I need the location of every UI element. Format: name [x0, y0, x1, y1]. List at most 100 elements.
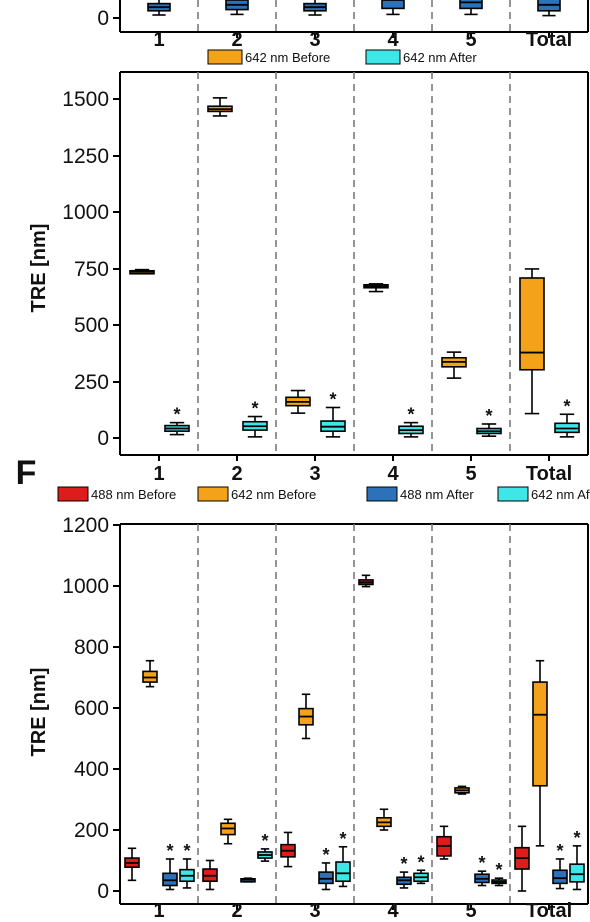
y-tick-label: 800	[74, 636, 109, 659]
box-iqr	[519, 277, 545, 371]
y-tick-label: 1200	[62, 514, 109, 537]
y-tick-label: 1000	[62, 201, 109, 224]
significance-star: *	[339, 829, 346, 849]
box-plot	[537, 0, 561, 17]
box-plot	[514, 825, 530, 892]
box-plot: *	[413, 852, 429, 885]
legend-entry: 488 nm Before	[91, 487, 176, 502]
box-plot: *	[320, 389, 346, 438]
legend-swatch	[366, 486, 398, 502]
box-iqr	[318, 871, 334, 885]
x-tick-label: 2	[231, 900, 242, 922]
box-plot	[220, 818, 236, 845]
box-iqr	[459, 0, 483, 10]
box-plot: *	[474, 853, 490, 887]
box-plot	[454, 785, 470, 795]
x-tick-label: Total	[526, 900, 572, 922]
y-tick-label: 600	[74, 697, 109, 720]
legend-swatch	[197, 486, 229, 502]
chart-panel-2: 0 250 500 750 1000 1250 1500 1 2 3 4 5 Total TRE [nm]…	[28, 49, 589, 485]
x-tick-label: 3	[309, 900, 320, 922]
y-tick-label: 1000	[62, 575, 109, 598]
box-plot: *	[491, 860, 507, 887]
significance-star: *	[251, 399, 258, 419]
box-plot	[280, 831, 296, 868]
box-plot: *	[398, 405, 424, 438]
box-plot	[202, 859, 218, 891]
x-tick-label: 3	[309, 463, 320, 485]
y-tick-label: 1500	[62, 88, 109, 111]
box-plot: *	[179, 841, 195, 889]
x-tick-label: 3	[309, 29, 320, 51]
box-plot: *	[257, 831, 273, 862]
box-plot	[129, 268, 155, 275]
box-plot	[207, 97, 233, 117]
y-axis-label: TRE [nm]	[28, 668, 50, 757]
box-iqr	[569, 863, 585, 883]
y-tick-label: 400	[74, 758, 109, 781]
y-tick-label: 750	[74, 258, 109, 281]
significance-star: *	[329, 389, 336, 409]
legend-swatch	[365, 49, 401, 65]
box-plot: *	[552, 841, 568, 890]
x-tick-label: Total	[526, 29, 572, 51]
significance-star: *	[417, 852, 424, 872]
box-plot	[285, 389, 311, 414]
y-tick-label: 500	[74, 314, 109, 337]
x-tick-label: 1	[153, 29, 164, 51]
box-plot	[459, 0, 483, 16]
significance-star: *	[478, 853, 485, 873]
y-tick-label: 200	[74, 819, 109, 842]
legend-swatch	[57, 486, 89, 502]
box-iqr	[335, 861, 351, 883]
box-plot: *	[242, 399, 268, 438]
legend-swatch	[207, 49, 243, 65]
legend-entry: 642 nm After	[403, 50, 477, 65]
y-axis-label: TRE [nm]	[28, 224, 50, 313]
legend-entry: 642 nm Before	[231, 487, 316, 502]
box-plot	[441, 351, 467, 379]
x-tick-label: 2	[231, 29, 242, 51]
significance-star: *	[573, 828, 580, 848]
box-plot	[519, 268, 545, 415]
box-plot	[240, 877, 256, 883]
box-plot	[436, 825, 452, 860]
box-plot: *	[476, 406, 502, 437]
box-plot	[358, 574, 374, 588]
box-plot	[381, 0, 405, 16]
x-tick-label: 2	[231, 463, 242, 485]
box-plot: *	[554, 396, 580, 438]
x-tick-label: 5	[465, 463, 476, 485]
legend-entry: 642 nm Before	[245, 50, 330, 65]
significance-star: *	[173, 405, 180, 425]
significance-star: *	[485, 406, 492, 426]
box-plot	[532, 659, 548, 847]
box-plot	[298, 693, 314, 740]
significance-star: *	[166, 841, 173, 861]
box-plot	[147, 0, 171, 16]
legend-entry: 642 nm After	[531, 487, 590, 502]
x-tick-label: 4	[387, 900, 399, 922]
panel-label: F	[16, 454, 37, 492]
x-tick-label: 5	[465, 900, 476, 922]
box-plot: *	[318, 845, 334, 891]
y-tick-label: 250	[74, 371, 109, 394]
box-iqr	[552, 869, 568, 885]
box-iqr	[162, 872, 178, 887]
legend-swatch	[497, 486, 529, 502]
significance-star: *	[183, 841, 190, 861]
significance-star: *	[400, 854, 407, 874]
significance-star: *	[322, 845, 329, 865]
x-tick-label: Total	[526, 463, 572, 485]
y-tick-label: 0	[97, 7, 109, 30]
significance-star: *	[261, 831, 268, 851]
box-plot: *	[396, 854, 412, 889]
significance-star: *	[563, 396, 570, 416]
y-tick-label: 0	[97, 427, 109, 450]
significance-star: *	[407, 405, 414, 425]
y-tick-label: 1250	[62, 145, 109, 168]
legend-entry: 488 nm After	[400, 487, 474, 502]
box-plot	[363, 283, 389, 293]
x-tick-label: 1	[153, 463, 164, 485]
